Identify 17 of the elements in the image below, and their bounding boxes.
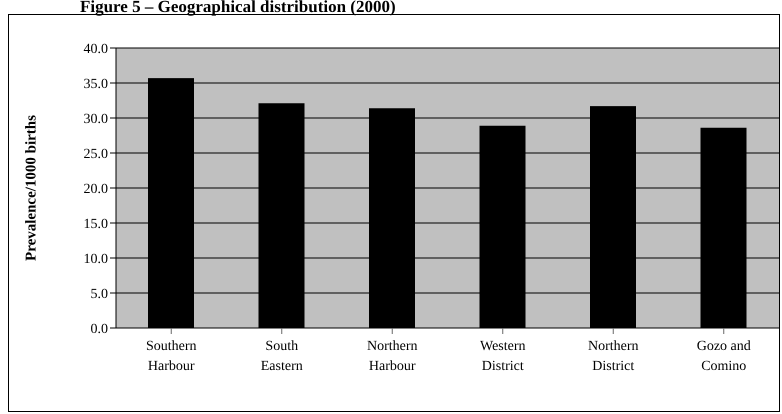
x-tick-label: Northern Harbour [366,339,418,374]
y-tick-label: 40.0 [84,42,108,57]
x-tick-label: South Eastern [260,339,303,374]
x-tick-label: Southern Harbour [146,339,197,374]
x-tick-label: Western District [480,339,526,374]
y-tick-label: 15.0 [84,216,108,232]
x-tick-label: Gozo and Comino [696,339,751,374]
x-tick-label: Northern District [588,339,639,374]
y-tick-label: 30.0 [84,112,108,127]
y-axis-title: Prevalence/1000 births [23,114,40,261]
y-tick-label: 0.0 [90,322,108,337]
chart-title: Figure 5 – Geographical distribution (2000) [80,0,396,17]
y-tick-label: 20.0 [84,182,108,197]
y-tick-label: 10.0 [84,252,108,267]
y-tick-label: 35.0 [84,76,108,92]
y-tick-label: 25.0 [84,146,108,162]
y-tick-label: 5.0 [90,286,108,302]
